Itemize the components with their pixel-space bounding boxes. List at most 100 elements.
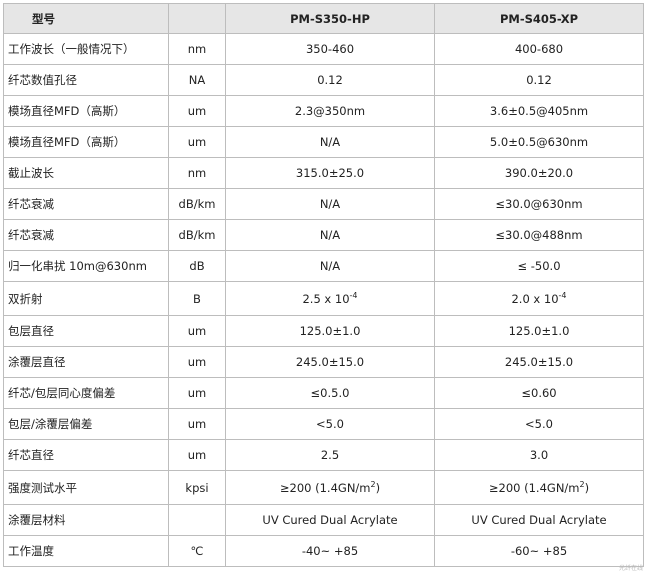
unit-cell: um — [168, 377, 226, 409]
value-cell-model-2: 2.0 x 10-4 — [434, 281, 644, 316]
value-cell-model-2: ≥200 (1.4GN/m2) — [434, 470, 644, 505]
table-row: 工作温度 ℃ -40~ +85 -60~ +85 — [3, 535, 644, 567]
param-cell: 模场直径MFD（高斯） — [3, 126, 169, 158]
spec-table: 型号 PM-S350-HP PM-S405-XP 工作波长（一般情况下） nm … — [3, 3, 644, 567]
table-row: 包层/涂覆层偏差 um <5.0 <5.0 — [3, 408, 644, 440]
param-cell: 强度测试水平 — [3, 470, 169, 505]
value-cell-model-1: <5.0 — [225, 408, 435, 440]
unit-cell: kpsi — [168, 470, 226, 505]
unit-cell: um — [168, 95, 226, 127]
exponent: 2 — [579, 479, 585, 489]
value-cell-model-1: 315.0±25.0 — [225, 157, 435, 189]
unit-cell: dB/km — [168, 188, 226, 220]
param-cell: 纤芯/包层同心度偏差 — [3, 377, 169, 409]
table-row: 包层直径 um 125.0±1.0 125.0±1.0 — [3, 315, 644, 347]
table-row: 工作波长（一般情况下） nm 350-460 400-680 — [3, 33, 644, 65]
table-row: 强度测试水平 kpsi ≥200 (1.4GN/m2) ≥200 (1.4GN/… — [3, 470, 644, 505]
value-cell-model-2: 5.0±0.5@630nm — [434, 126, 644, 158]
value-cell-model-1: ≥200 (1.4GN/m2) — [225, 470, 435, 505]
value-cell-model-1: N/A — [225, 250, 435, 282]
param-cell: 纤芯衰减 — [3, 219, 169, 251]
value-cell-model-1: 245.0±15.0 — [225, 346, 435, 378]
value-cell-model-2: 400-680 — [434, 33, 644, 65]
param-cell: 涂覆层材料 — [3, 504, 169, 536]
table-row: 纤芯衰减 dB/km N/A ≤30.0@488nm — [3, 219, 644, 251]
value-cell-model-2: ≤30.0@488nm — [434, 219, 644, 251]
value-cell-model-1: UV Cured Dual Acrylate — [225, 504, 435, 536]
value-cell-model-1: N/A — [225, 188, 435, 220]
value-cell-model-1: 350-460 — [225, 33, 435, 65]
value-cell-model-2: ≤ -50.0 — [434, 250, 644, 282]
value-cell-model-2: 3.6±0.5@405nm — [434, 95, 644, 127]
param-cell: 双折射 — [3, 281, 169, 316]
param-cell: 纤芯衰减 — [3, 188, 169, 220]
table-row: 模场直径MFD（高斯） um N/A 5.0±0.5@630nm — [3, 126, 644, 158]
table-row: 纤芯数值孔径 NA 0.12 0.12 — [3, 64, 644, 96]
unit-cell: um — [168, 439, 226, 471]
value-cell-model-2: -60~ +85 — [434, 535, 644, 567]
exponent: 2 — [370, 479, 376, 489]
value-cell-model-2: 3.0 — [434, 439, 644, 471]
unit-cell: nm — [168, 33, 226, 65]
param-cell: 模场直径MFD（高斯） — [3, 95, 169, 127]
unit-cell: ℃ — [168, 535, 226, 567]
header-model-2: PM-S405-XP — [434, 3, 644, 34]
table-row: 截止波长 nm 315.0±25.0 390.0±20.0 — [3, 157, 644, 189]
value-cell-model-2: 245.0±15.0 — [434, 346, 644, 378]
param-cell: 归一化串扰 10m@630nm — [3, 250, 169, 282]
value-cell-model-1: 2.3@350nm — [225, 95, 435, 127]
value-cell-model-2: <5.0 — [434, 408, 644, 440]
value-cell-model-1: 2.5 — [225, 439, 435, 471]
unit-cell: um — [168, 315, 226, 347]
unit-cell: um — [168, 126, 226, 158]
table-header: 型号 PM-S350-HP PM-S405-XP — [3, 3, 644, 34]
param-cell: 工作温度 — [3, 535, 169, 567]
value-cell-model-1: ≤0.5.0 — [225, 377, 435, 409]
header-row: 型号 PM-S350-HP PM-S405-XP — [3, 3, 644, 34]
table-row: 纤芯衰减 dB/km N/A ≤30.0@630nm — [3, 188, 644, 220]
value-cell-model-1: -40~ +85 — [225, 535, 435, 567]
watermark: 光纤在线 — [618, 565, 643, 572]
param-cell: 截止波长 — [3, 157, 169, 189]
value-cell-model-1: 2.5 x 10-4 — [225, 281, 435, 316]
unit-cell — [168, 504, 226, 536]
param-cell: 包层/涂覆层偏差 — [3, 408, 169, 440]
value-cell-model-1: N/A — [225, 219, 435, 251]
unit-cell: B — [168, 281, 226, 316]
table-row: 涂覆层直径 um 245.0±15.0 245.0±15.0 — [3, 346, 644, 378]
table-row: 模场直径MFD（高斯） um 2.3@350nm 3.6±0.5@405nm — [3, 95, 644, 127]
param-cell: 包层直径 — [3, 315, 169, 347]
value-text-end: ) — [375, 480, 381, 495]
value-text: 2.0 x 10 — [511, 291, 559, 306]
unit-cell: um — [168, 346, 226, 378]
unit-cell: NA — [168, 64, 226, 96]
table-body: 工作波长（一般情况下） nm 350-460 400-680 纤芯数值孔径 NA… — [3, 33, 644, 567]
value-cell-model-2: ≤30.0@630nm — [434, 188, 644, 220]
table-row: 纤芯/包层同心度偏差 um ≤0.5.0 ≤0.60 — [3, 377, 644, 409]
table-row: 双折射 B 2.5 x 10-4 2.0 x 10-4 — [3, 281, 644, 316]
header-unit — [168, 3, 226, 34]
unit-cell: dB — [168, 250, 226, 282]
exponent: -4 — [558, 290, 567, 300]
value-cell-model-2: 0.12 — [434, 64, 644, 96]
param-cell: 工作波长（一般情况下） — [3, 33, 169, 65]
table-row: 涂覆层材料 UV Cured Dual Acrylate UV Cured Du… — [3, 504, 644, 536]
value-text: ≥200 (1.4GN/m — [279, 480, 371, 495]
value-cell-model-1: 0.12 — [225, 64, 435, 96]
value-text-end: ) — [584, 480, 590, 495]
value-cell-model-2: 390.0±20.0 — [434, 157, 644, 189]
table-row: 纤芯直径 um 2.5 3.0 — [3, 439, 644, 471]
param-cell: 纤芯直径 — [3, 439, 169, 471]
header-param: 型号 — [3, 3, 169, 34]
value-cell-model-2: UV Cured Dual Acrylate — [434, 504, 644, 536]
value-cell-model-2: 125.0±1.0 — [434, 315, 644, 347]
value-text: ≥200 (1.4GN/m — [488, 480, 580, 495]
value-cell-model-2: ≤0.60 — [434, 377, 644, 409]
unit-cell: nm — [168, 157, 226, 189]
exponent: -4 — [349, 290, 358, 300]
unit-cell: dB/km — [168, 219, 226, 251]
header-model-1: PM-S350-HP — [225, 3, 435, 34]
value-cell-model-1: 125.0±1.0 — [225, 315, 435, 347]
param-cell: 涂覆层直径 — [3, 346, 169, 378]
value-cell-model-1: N/A — [225, 126, 435, 158]
